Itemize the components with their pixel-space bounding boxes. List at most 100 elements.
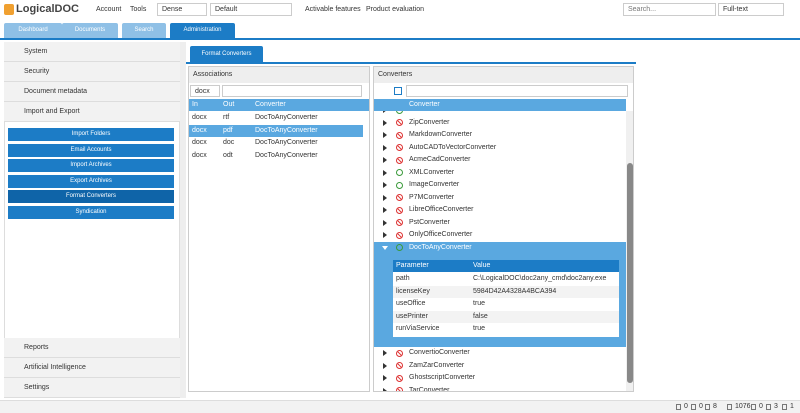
disabled-icon [396, 157, 403, 164]
converter-row[interactable]: PstConverter [374, 217, 626, 230]
cell: docx [192, 137, 207, 149]
expand-arrow[interactable] [383, 388, 387, 392]
converter-row[interactable]: GhostscriptConverter [374, 372, 626, 385]
checkbox[interactable] [394, 87, 402, 95]
status-icon [676, 404, 681, 410]
expand-arrow[interactable] [383, 375, 387, 381]
cell: licenseKey [396, 286, 430, 299]
menu-button[interactable]: Format Converters [8, 190, 174, 203]
expand-arrow[interactable] [383, 182, 387, 188]
parameter-row[interactable]: pathC:\LogicalDOC\doc2any_cmd\doc2any.ex… [393, 273, 619, 286]
converter-row[interactable]: ConvertioConverter [374, 347, 626, 360]
converter-name: OnlyOfficeConverter [409, 231, 472, 238]
subtab[interactable]: Format Converters [190, 46, 263, 62]
converter-name: LibreOfficeConverter [409, 206, 473, 213]
tools[interactable]: Tools [130, 6, 146, 13]
menu-button[interactable]: Import Folders [8, 128, 174, 141]
status-icon [705, 404, 710, 410]
converter-name: ZamZarConverter [409, 362, 464, 369]
parameter-row[interactable]: runViaServicetrue [393, 323, 619, 336]
converter-row[interactable]: DocToAnyConverter [374, 242, 626, 255]
expand-arrow[interactable] [382, 246, 388, 250]
expand-arrow[interactable] [383, 363, 387, 369]
expand-arrow[interactable] [383, 145, 387, 151]
expand-arrow[interactable] [383, 111, 387, 113]
converter-row[interactable]: TarConverter [374, 385, 626, 392]
filter-blank[interactable] [406, 85, 628, 97]
section-header[interactable]: Settings [4, 378, 180, 398]
parameters-table: ParameterValuepathC:\LogicalDOC\doc2any_… [393, 260, 619, 337]
section-header[interactable]: Artificial Intelligence [4, 358, 180, 378]
tab[interactable]: Administration [170, 23, 235, 38]
converter-row[interactable]: OnlyOfficeConverter [374, 229, 626, 242]
evaluation[interactable]: Product evaluation [366, 6, 424, 13]
cell: odt [223, 150, 233, 162]
converter-name: XMLConverter [409, 169, 454, 176]
expand-arrow[interactable] [383, 132, 387, 138]
section-header[interactable]: System [4, 42, 180, 62]
converter-row[interactable]: ZamZarConverter [374, 360, 626, 373]
row[interactable]: docxrtfDocToAnyConverter [189, 112, 363, 124]
expand-arrow[interactable] [383, 207, 387, 213]
row[interactable]: docxpdfDocToAnyConverter [189, 125, 363, 137]
disabled-icon [396, 387, 403, 391]
filter-blank[interactable] [222, 85, 362, 97]
converter-row[interactable]: AcmeCadConverter [374, 154, 626, 167]
density-select[interactable]: Dense [157, 3, 207, 16]
disabled-icon [396, 207, 403, 214]
expand-arrow[interactable] [383, 195, 387, 201]
parameter-row[interactable]: usePrinterfalse [393, 311, 619, 324]
converter-row[interactable]: LibreOfficeConverter [374, 204, 626, 217]
parameter-row[interactable]: licenseKey5984D42A4328A4BCA394 [393, 286, 619, 299]
expand-arrow[interactable] [383, 232, 387, 238]
converter-row[interactable]: XMLConverter [374, 167, 626, 180]
parameter-row[interactable]: useOfficetrue [393, 298, 619, 311]
converter-row[interactable]: ImageConverter [374, 179, 626, 192]
tab[interactable]: Search [122, 23, 166, 38]
expand-arrow[interactable] [383, 157, 387, 163]
section-header[interactable]: Import and Export [4, 102, 180, 122]
converter-row[interactable]: ZipConverter [374, 117, 626, 130]
filter[interactable]: docx [190, 85, 220, 97]
expand-arrow[interactable] [383, 120, 387, 126]
expand-arrow[interactable] [383, 220, 387, 226]
column-label: In [192, 99, 198, 111]
account[interactable]: Account [96, 6, 121, 13]
converter-name: ZipConverter [409, 119, 449, 126]
column-label: Converter [409, 99, 440, 111]
tab[interactable]: Dashboard [4, 23, 62, 38]
status-icon [691, 404, 696, 410]
menu-button[interactable]: Import Archives [8, 159, 174, 172]
search-mode[interactable]: Full-text [718, 3, 784, 16]
converter-name: ImageConverter [409, 181, 459, 188]
menu-button[interactable]: Syndication [8, 206, 174, 219]
column-label: Value [473, 260, 490, 272]
section-header[interactable]: Security [4, 62, 180, 82]
section-header[interactable]: Document metadata [4, 82, 180, 102]
cell: true [473, 323, 485, 336]
menu-button[interactable]: Email Accounts [8, 144, 174, 157]
cell: DocToAnyConverter [255, 137, 318, 149]
features[interactable]: Activable features [305, 6, 361, 13]
column-label: Converter [255, 99, 286, 111]
converter-row[interactable]: P7MConverter [374, 192, 626, 205]
menu-button[interactable]: Export Archives [8, 175, 174, 188]
converter-row[interactable]: AutoCADToVectorConverter [374, 142, 626, 155]
row[interactable]: docxodtDocToAnyConverter [189, 150, 363, 162]
disabled-icon [396, 132, 403, 139]
row[interactable]: docxdocDocToAnyConverter [189, 137, 363, 149]
converter-row[interactable]: MarkdownConverter [374, 129, 626, 142]
tab-bar [0, 38, 800, 40]
search-input[interactable]: Search... [623, 3, 716, 16]
expand-arrow[interactable] [383, 350, 387, 356]
scroll-thumb[interactable] [627, 163, 633, 383]
panel-title: Converters [374, 67, 634, 83]
enabled-icon [396, 244, 403, 251]
theme-select[interactable]: Default [210, 3, 292, 16]
tab[interactable]: Documents [62, 23, 118, 38]
section-header[interactable]: Reports [4, 338, 180, 358]
disabled-icon [396, 232, 403, 239]
expand-arrow[interactable] [383, 170, 387, 176]
